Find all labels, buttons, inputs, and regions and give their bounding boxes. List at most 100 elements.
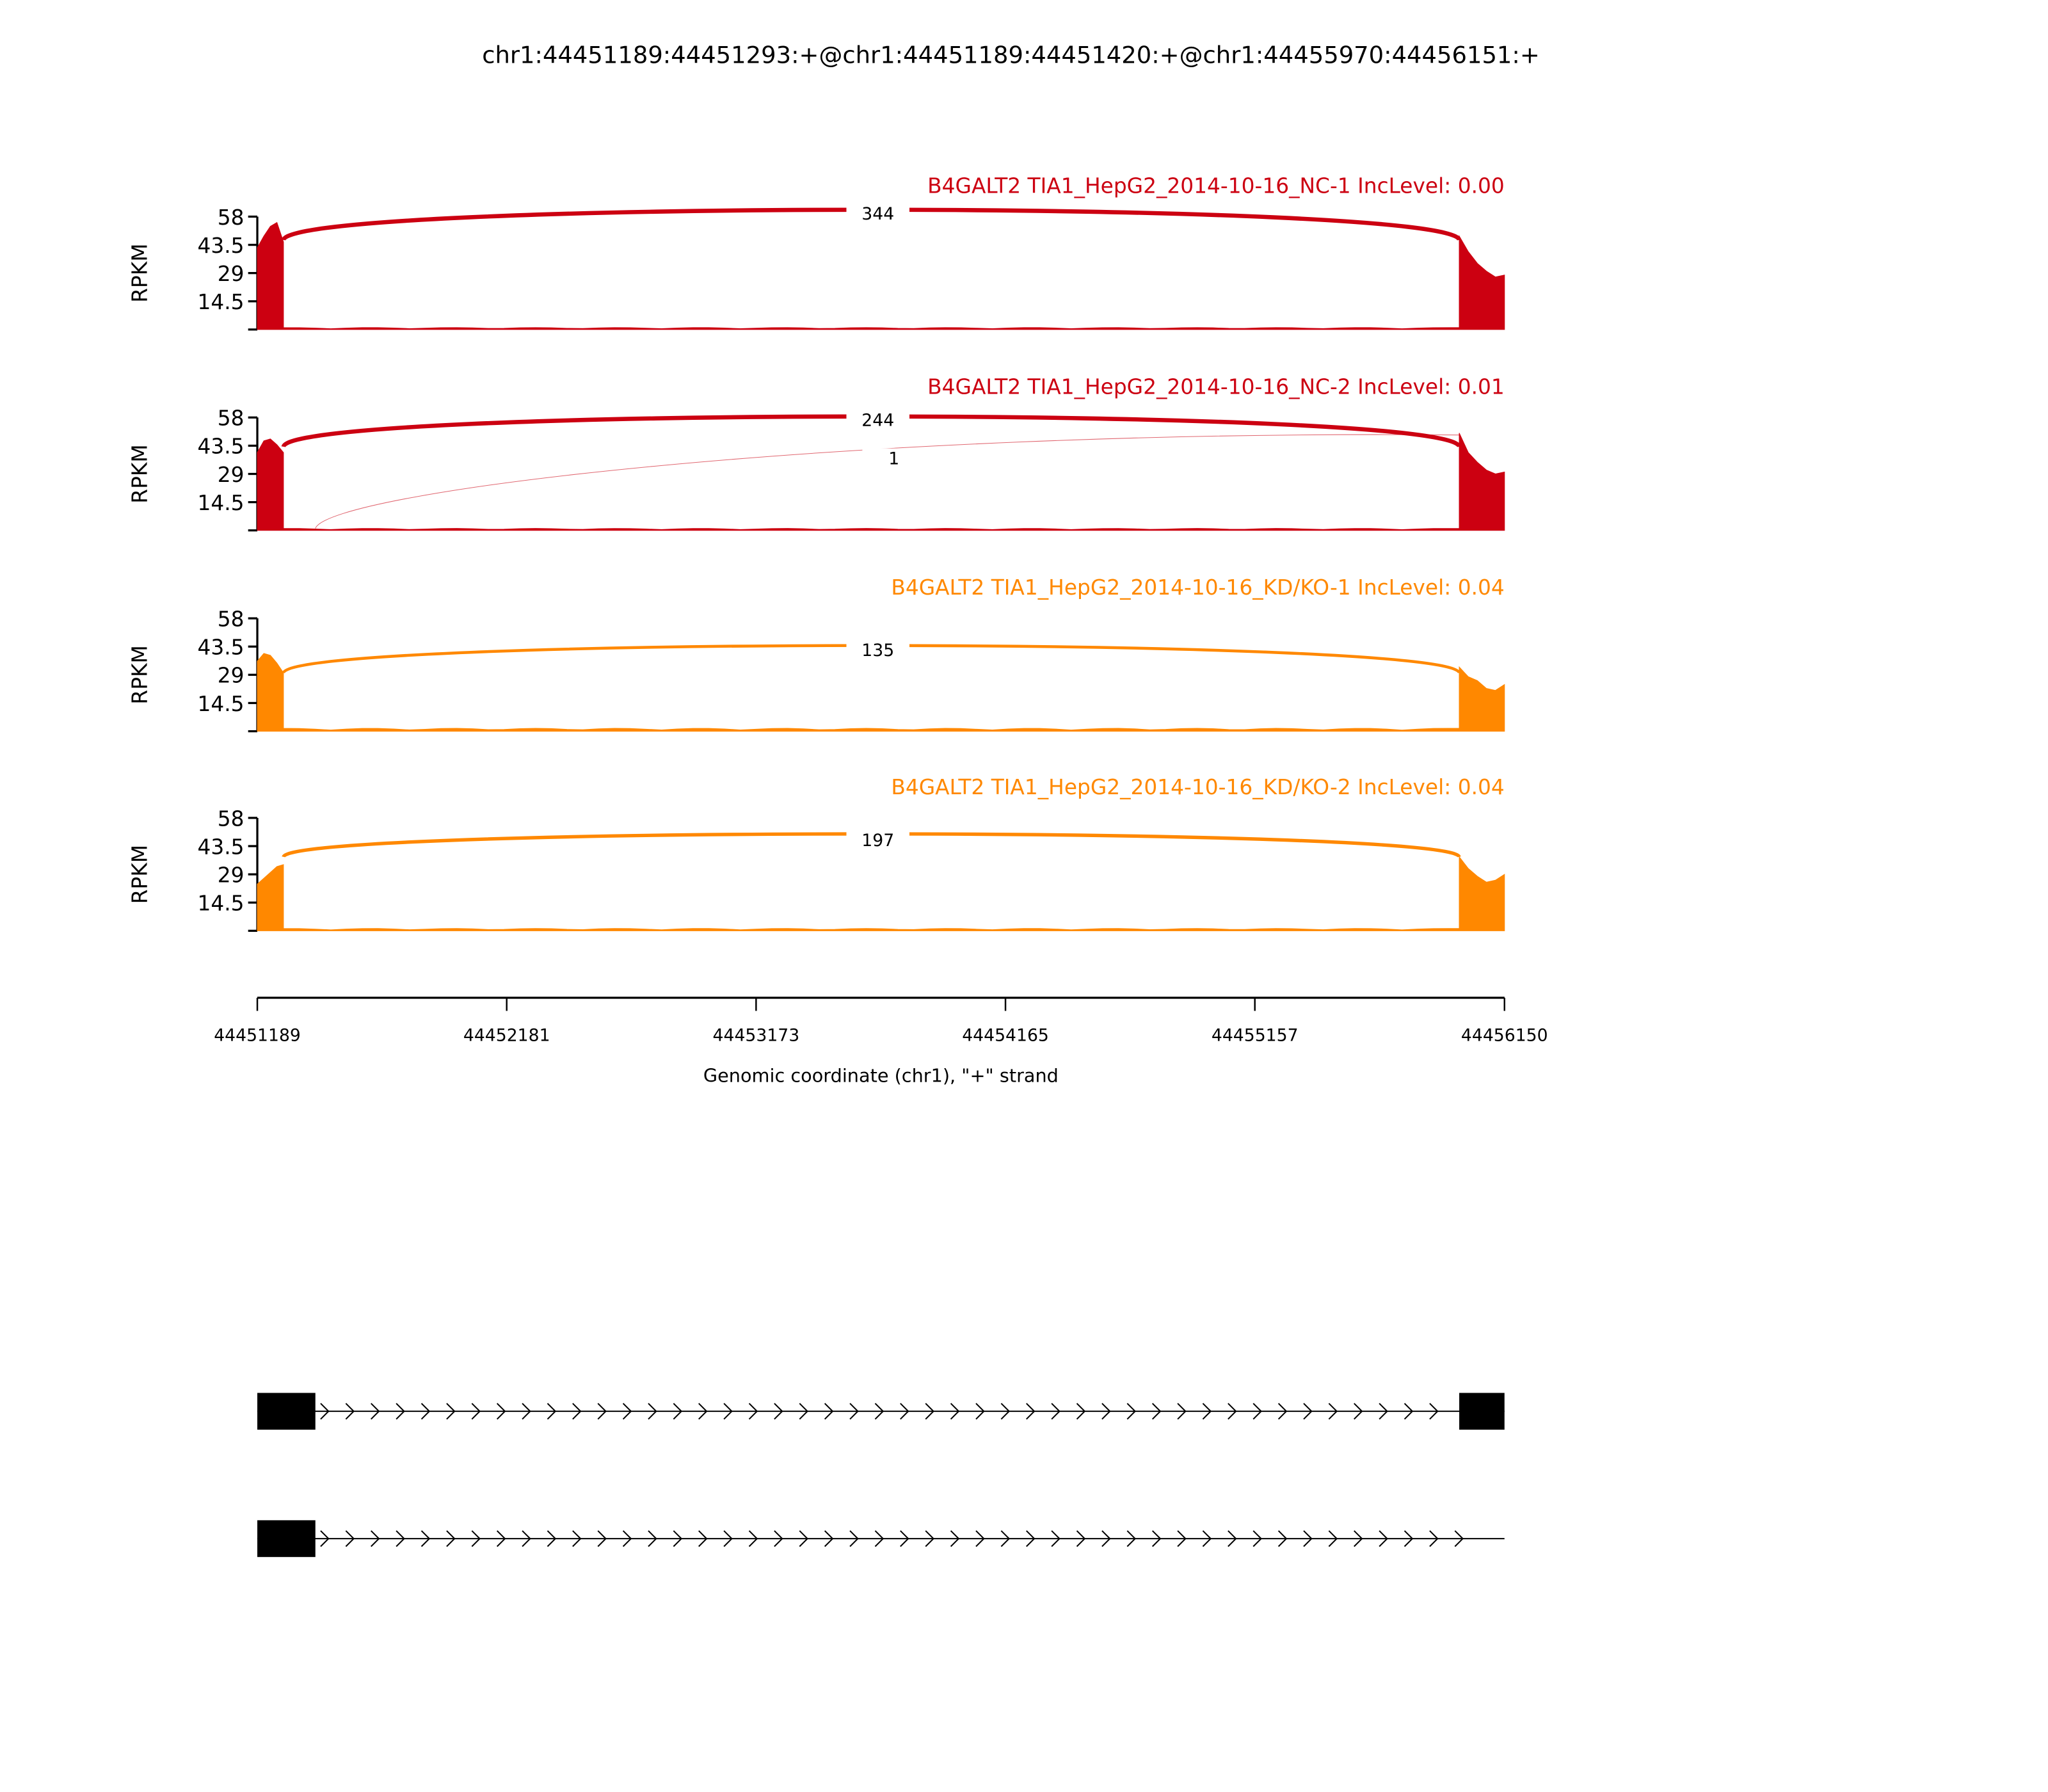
strand-arrow-icon — [1328, 1403, 1338, 1420]
strand-arrow-icon — [1454, 1530, 1464, 1548]
strand-arrow-icon — [597, 1403, 607, 1420]
strand-arrow-icon — [824, 1530, 834, 1548]
strand-arrow-icon — [1429, 1403, 1439, 1420]
strand-arrow-icon — [420, 1530, 431, 1548]
y-tick-label: 43.5 — [197, 234, 244, 258]
strand-arrow-icon — [1379, 1530, 1388, 1548]
strand-arrow-icon — [1151, 1530, 1162, 1548]
strand-arrow-icon — [547, 1530, 557, 1548]
strand-arrow-icon — [874, 1403, 884, 1420]
coverage-area — [257, 653, 1505, 732]
strand-arrow-icon — [622, 1530, 632, 1548]
strand-arrow-icon — [547, 1403, 557, 1420]
strand-arrow-icon — [396, 1403, 405, 1420]
exon-block — [257, 1393, 316, 1430]
strand-arrow-icon — [572, 1403, 582, 1420]
strand-arrow-icon — [648, 1403, 657, 1420]
strand-arrow-icon — [471, 1403, 481, 1420]
strand-arrow-icon — [496, 1403, 506, 1420]
strand-arrow-icon — [799, 1403, 809, 1420]
strand-arrow-icon — [925, 1530, 934, 1548]
strand-arrow-icon — [950, 1530, 960, 1548]
strand-arrow-icon — [320, 1530, 330, 1548]
strand-arrow-icon — [723, 1530, 733, 1548]
y-axis-label: RPKM — [128, 243, 152, 302]
x-tick-label: 44452181 — [463, 1026, 550, 1046]
strand-arrow-icon — [1202, 1403, 1212, 1420]
strand-arrow-icon — [420, 1403, 431, 1420]
panel-4: 14.5 29 43.5 58 RPKM B4GALT2 TIA1_HepG2_2014-… — [128, 775, 1505, 932]
y-tick-label: 29 — [218, 863, 244, 887]
strand-arrow-icon — [1076, 1403, 1086, 1420]
gene-models — [257, 1393, 1505, 1557]
strand-arrow-icon — [572, 1530, 582, 1548]
sample-label: B4GALT2 TIA1_HepG2_2014-10-16_NC-2 IncLe… — [927, 374, 1505, 399]
x-axis: 44451189 44452181 44453173 44454165 44455157… — [214, 996, 1548, 1046]
strand-arrow-icon — [698, 1403, 708, 1420]
strand-arrow-icon — [345, 1403, 355, 1420]
strand-arrow-icon — [371, 1403, 380, 1420]
coverage-area — [257, 433, 1505, 531]
junction-count: 244 — [861, 411, 894, 431]
strand-arrow-icon — [1101, 1403, 1111, 1420]
strand-arrow-icon — [748, 1530, 758, 1548]
strand-arrow-icon — [1000, 1403, 1011, 1420]
junction-count: 135 — [861, 641, 894, 660]
junction-count: 344 — [861, 204, 894, 224]
strand-arrow-icon — [597, 1530, 607, 1548]
strand-arrow-icon — [1303, 1530, 1313, 1548]
y-tick-label: 29 — [218, 262, 244, 286]
strand-arrow-icon — [1354, 1530, 1363, 1548]
strand-arrow-icon — [1126, 1530, 1137, 1548]
exon-block — [1459, 1393, 1505, 1430]
strand-arrow-icon — [900, 1530, 909, 1548]
x-tick-label: 44456150 — [1461, 1026, 1548, 1046]
x-tick-label: 44455157 — [1212, 1026, 1299, 1046]
strand-arrow-icon — [774, 1530, 783, 1548]
strand-arrow-icon — [648, 1530, 657, 1548]
strand-arrow-icon — [1076, 1530, 1086, 1548]
strand-arrow-icon — [1051, 1530, 1060, 1548]
strand-arrow-icon — [446, 1403, 456, 1420]
strand-arrow-icon — [1404, 1530, 1414, 1548]
strand-arrow-icon — [673, 1403, 683, 1420]
y-tick-label: 29 — [218, 463, 244, 487]
exon-block — [257, 1520, 316, 1557]
strand-arrow-icon — [1277, 1530, 1288, 1548]
strand-arrow-icon — [1202, 1530, 1212, 1548]
junction-label-bg — [846, 204, 909, 223]
strand-arrow-icon — [522, 1403, 531, 1420]
y-axis-label: RPKM — [128, 845, 152, 904]
y-tick-label: 14.5 — [197, 892, 244, 916]
strand-arrow-icon — [1151, 1403, 1162, 1420]
strand-arrow-icon — [849, 1530, 859, 1548]
strand-arrow-icon — [371, 1530, 380, 1548]
strand-arrow-icon — [900, 1403, 909, 1420]
strand-arrow-icon — [774, 1403, 783, 1420]
junction-count: 1 — [888, 449, 899, 468]
strand-arrow-icon — [874, 1530, 884, 1548]
y-tick-label: 14.5 — [197, 692, 244, 716]
y-tick-label: 43.5 — [197, 435, 244, 459]
y-tick-label: 58 — [218, 205, 244, 230]
strand-arrow-icon — [1252, 1530, 1262, 1548]
strand-arrow-icon — [1228, 1403, 1237, 1420]
strand-arrow-icon — [824, 1403, 834, 1420]
strand-arrow-icon — [1026, 1403, 1036, 1420]
y-tick-label: 14.5 — [197, 290, 244, 314]
strand-arrow-icon — [698, 1530, 708, 1548]
strand-arrow-icon — [1000, 1530, 1011, 1548]
x-tick-label: 44451189 — [214, 1026, 301, 1046]
junction-label-bg — [846, 410, 909, 430]
sample-label: B4GALT2 TIA1_HepG2_2014-10-16_KD/KO-2 In… — [891, 775, 1504, 799]
sample-label: B4GALT2 TIA1_HepG2_2014-10-16_NC-1 IncLe… — [927, 174, 1505, 198]
strand-arrow-icon — [723, 1403, 733, 1420]
strand-arrow-icon — [1277, 1403, 1288, 1420]
coverage-area — [257, 856, 1505, 931]
y-axis-label: RPKM — [128, 645, 152, 704]
strand-arrow-icon — [1429, 1530, 1439, 1548]
strand-arrow-icon — [471, 1530, 481, 1548]
strand-arrow-icon — [799, 1530, 809, 1548]
strand-arrow-icon — [1177, 1530, 1187, 1548]
